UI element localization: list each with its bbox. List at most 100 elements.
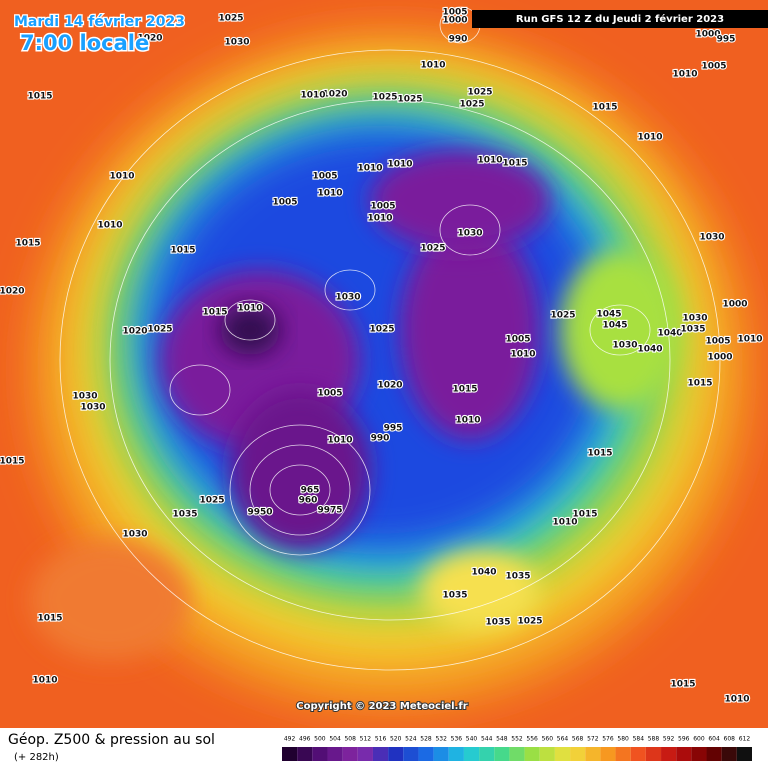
isobar-label: 1015 [27,92,52,102]
isobar-label: 1010 [552,518,577,528]
colorbar-cell [433,747,449,761]
colorbar-label: 588 [648,736,660,743]
isobar-label: 1010 [317,189,342,199]
field [0,0,768,728]
isobar-label: 1025 [459,100,484,110]
isobar-label: 1000 [707,353,732,363]
footer-lead: (+ 282h) [14,752,59,763]
copyright: Copyright © 2023 Meteociel.fr [296,701,467,712]
colorbar-label: 508 [344,736,356,743]
colorbar-cell [403,747,419,761]
isobar-label: 1025 [369,325,394,335]
colorbar-cell [418,747,434,761]
isobar-labels: 1025103010201015101010101015102010151005… [0,6,764,705]
colorbar-cell [661,747,677,761]
colorbar-cell [282,747,298,761]
isobar-label: 1015 [670,680,695,690]
isobar-label: 1030 [224,38,249,48]
isobar-label: 1025 [550,311,575,321]
isobar-label: 1010 [637,133,662,143]
isobar-label: 1010 [237,304,262,314]
isobar-label: 1030 [699,233,724,243]
isobar-label: 1020 [377,381,402,391]
isobar-label: 1005 [442,8,467,18]
footer-title: Géop. Z500 & pression au sol [8,732,215,748]
colorbar-label: 608 [724,736,736,743]
isobar-label: 1015 [170,246,195,256]
colorbar-cell [524,747,540,761]
colorbar-cell [357,747,373,761]
colorbar-label: 532 [435,736,447,743]
colorbar-cell [448,747,464,761]
colorbar-cell [327,747,343,761]
isobar-label: 1020 [322,90,347,100]
isobar-label: 1035 [505,572,530,582]
isobar-label: 1015 [572,510,597,520]
isobar-label: 1000 [695,30,720,40]
colorbar-label: 592 [663,736,675,743]
isobar-label: 1010 [724,695,749,705]
isobar-label: 1035 [680,325,705,335]
isobar-label: 1045 [596,310,621,320]
colorbar-cell [721,747,737,761]
colorbar-label: 520 [390,736,402,743]
colorbar-label: 528 [420,736,432,743]
colorbar-cell [342,747,358,761]
isobar-label: 1020 [122,327,147,337]
isobar-label: 1030 [335,293,360,303]
isobar-label: 1015 [202,308,227,318]
colorbar-label: 516 [375,736,387,743]
isobar-label: 995 [384,424,403,434]
colorbar-label: 540 [466,736,478,743]
colorbar-label: 580 [617,736,629,743]
isobar-label: 1010 [300,91,325,101]
isobar-label: 1005 [705,337,730,347]
colorbar-cell [691,747,707,761]
isobar-label: 1030 [457,229,482,239]
isobar-label: 1025 [147,325,172,335]
colorbar-cell [372,747,389,761]
isobar-label: 1035 [485,618,510,628]
run-box [472,10,768,28]
isobar-label: 1010 [672,70,697,80]
colorbar-label: 548 [496,736,508,743]
isobar-label: 1005 [701,62,726,72]
run-label: Run GFS 12 Z du Jeudi 2 février 2023 [516,13,724,25]
colorbar-cell [645,747,662,761]
colorbar-cell [570,747,586,761]
isobar-label: 9950 [247,508,272,518]
colorbar-label: 584 [633,736,645,743]
isobar-label: 1005 [370,202,395,212]
isobar-label: 1025 [372,93,397,103]
isobar-label: 1020 [0,287,25,297]
isobar-label: 1025 [517,617,542,627]
isobar-label: 1015 [502,159,527,169]
colorbar-cell [312,747,328,761]
isobar-label: 960 [299,496,318,506]
colorbar-label: 600 [693,736,705,743]
isobar-label: 1010 [455,416,480,426]
colorbar-label: 576 [602,736,614,743]
isobar-label: 1030 [72,392,97,402]
isobar-label: 965 [301,486,320,496]
colorbar-cell [463,747,480,761]
colorbar-cell [494,747,510,761]
isobar-label: 1020 [137,34,162,44]
isobar-label: 9975 [317,506,342,516]
colorbar-label: 536 [451,736,463,743]
colorbar-cell [539,747,555,761]
isobar-label: 1045 [602,321,627,331]
isobar-label: 990 [449,35,468,45]
colorbar-label: 492 [284,736,296,743]
colorbar-label: 568 [572,736,584,743]
isobar-label: 1030 [682,314,707,324]
isobar-label: 995 [717,35,736,45]
colorbar-cell [479,747,495,761]
isobar-label: 990 [371,434,390,444]
colorbar-cell [585,747,601,761]
isobar-label: 1010 [109,172,134,182]
isobar-label: 1040 [637,345,662,355]
colorbar-cell [297,747,313,761]
